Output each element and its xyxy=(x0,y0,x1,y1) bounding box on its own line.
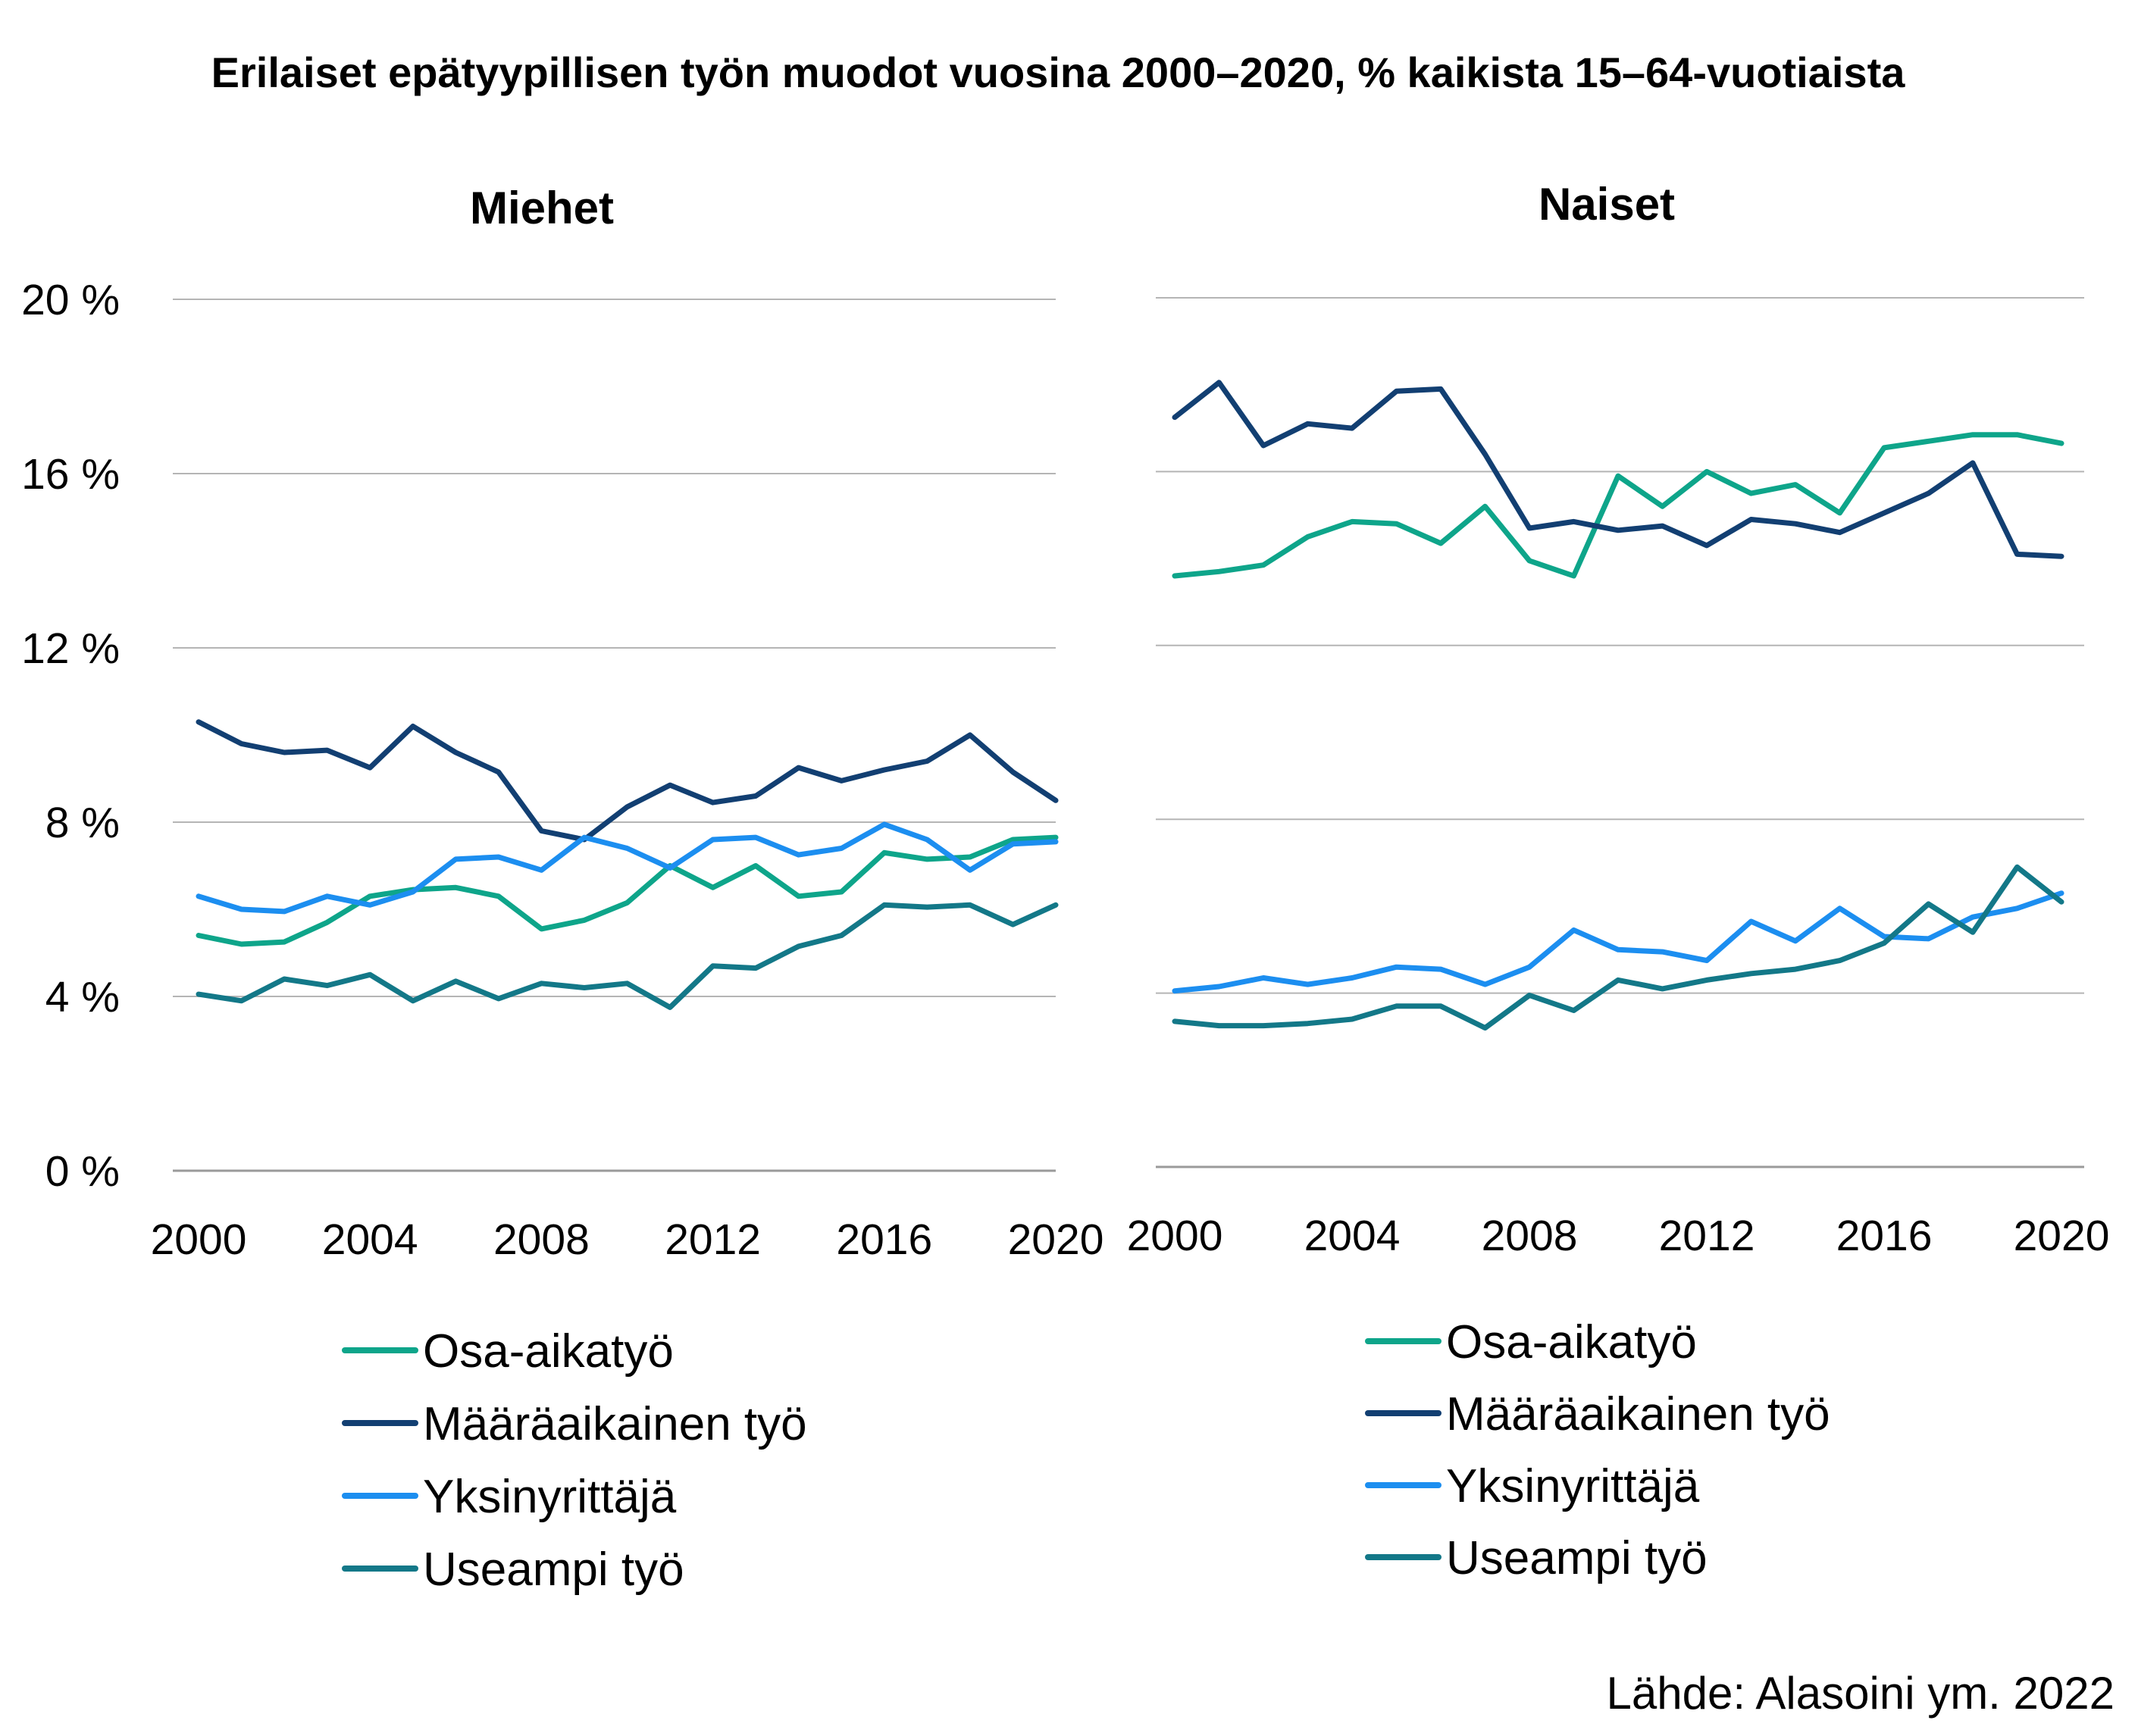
panel-title: Miehet xyxy=(470,183,614,233)
legend-label: Määräaikainen työ xyxy=(1446,1388,1830,1440)
legend-label: Osa-aikatyö xyxy=(1446,1316,1697,1368)
y-tick-label: 12 % xyxy=(21,624,120,673)
legend-label: Yksinyrittäjä xyxy=(423,1471,677,1523)
chart-title: Erilaiset epätyypillisen työn muodot vuo… xyxy=(211,48,1906,96)
legend-label: Osa-aikatyö xyxy=(423,1325,674,1378)
y-tick-label: 16 % xyxy=(21,450,120,499)
panel-title: Naiset xyxy=(1539,179,1675,230)
series-line xyxy=(196,834,1059,947)
panels: Miehet 0 % 4 % 8 % 12 % 16 % 20 % 2000 2004 2008 2… xyxy=(21,179,2109,1596)
y-tick-label: 0 % xyxy=(45,1147,120,1196)
source-note: Lähde: Alasoini ym. 2022 xyxy=(1607,1668,2115,1719)
y-tick-label: 8 % xyxy=(45,799,120,847)
y-tick-label: 4 % xyxy=(45,973,120,1021)
series-line xyxy=(1172,432,2064,579)
x-tick-label: 2004 xyxy=(1304,1212,1401,1260)
x-tick-label: 2016 xyxy=(1836,1212,1933,1260)
y-tick-label: 20 % xyxy=(21,276,120,324)
series-line xyxy=(1172,864,2064,1031)
panel-1: Miehet 0 % 4 % 8 % 12 % 16 % 20 % 2000 2004 2008 2… xyxy=(21,183,1103,1596)
series-line xyxy=(196,821,1059,915)
x-tick-label: 2020 xyxy=(1008,1215,1104,1264)
x-tick-label: 2008 xyxy=(493,1215,590,1264)
x-tick-label: 2004 xyxy=(322,1215,418,1264)
x-tick-label: 2020 xyxy=(2014,1212,2110,1260)
legend-label: Määräaikainen työ xyxy=(423,1398,807,1450)
series-line xyxy=(1172,380,2064,559)
legend-label: Yksinyrittäjä xyxy=(1446,1460,1700,1512)
x-tick-label: 2012 xyxy=(665,1215,761,1264)
series-line xyxy=(1172,890,2064,994)
legend-label: Useampi työ xyxy=(423,1544,684,1596)
legend-label: Useampi työ xyxy=(1446,1532,1708,1584)
x-tick-label: 2016 xyxy=(836,1215,932,1264)
x-tick-label: 2012 xyxy=(1659,1212,1755,1260)
x-tick-label: 2000 xyxy=(151,1215,247,1264)
panel-2: Naiset 2000 2004 2008 2012 2016 2020 Osa-aikaty… xyxy=(1127,179,2110,1584)
legend: Osa-aikatyö Määräaikainen työ Yksinyrittäj… xyxy=(342,1325,807,1596)
series-line xyxy=(196,902,1059,1010)
series-line xyxy=(196,719,1059,843)
legend: Osa-aikatyö Määräaikainen työ Yksinyrittäj… xyxy=(1365,1316,1830,1584)
x-tick-label: 2000 xyxy=(1127,1212,1223,1260)
x-tick-label: 2008 xyxy=(1482,1212,1578,1260)
